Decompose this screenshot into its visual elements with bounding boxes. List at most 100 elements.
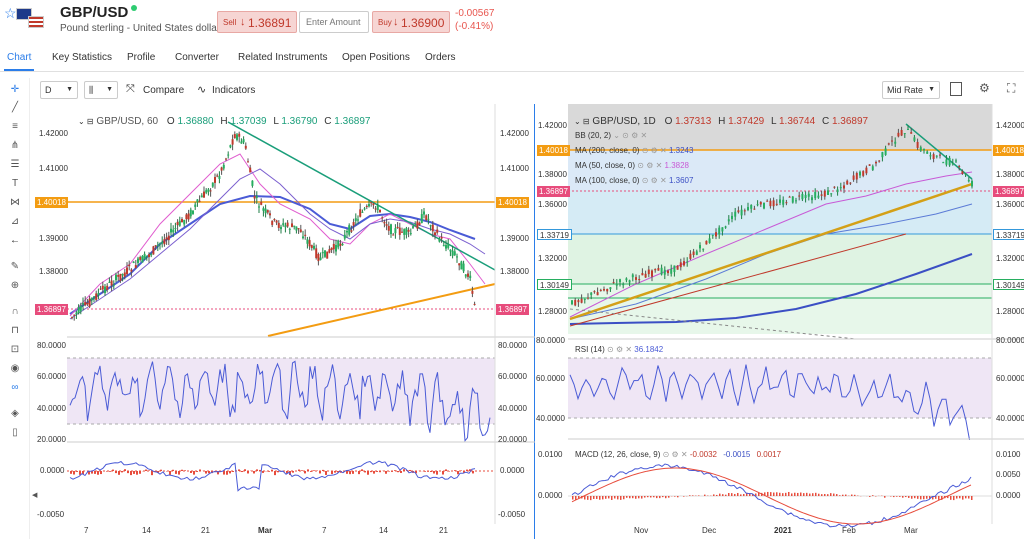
candle-body [628,280,631,283]
left-chart-pane[interactable]: ⌄ ⊟ GBP/USD, 60 O 1.36880 H 1.37039 L 1.… [30,104,535,539]
buy-button[interactable]: Buy ↓ 1.36900 [372,11,450,33]
eye-icon[interactable]: ◉ [10,363,20,374]
pitchfork-icon[interactable]: ⋔ [10,140,20,151]
candle-body [291,223,293,227]
left-legend-c-value: 1.36897 [334,116,371,127]
trash-icon[interactable]: ▯ [12,427,18,438]
text-icon[interactable]: T [11,178,19,189]
candle-body [308,240,311,247]
lock-drawing-icon[interactable]: ⊓ [11,325,19,336]
macd-hist-bar [758,492,760,496]
candle-body [343,234,346,239]
macd-hist-bar [824,493,826,496]
indicator-controls-icon[interactable]: ⊙ ⚙ ✕ [641,146,669,155]
indicator-controls-icon[interactable]: ⊙ ⚙ ✕ [607,345,635,354]
right-trend-orange [569,182,973,321]
macd-hist-bar [653,496,655,498]
indicator-controls-icon[interactable]: ⌄ ⊙ ⚙ ✕ [613,131,648,140]
layers-icon[interactable]: ◈ [11,408,19,419]
candle-body [462,263,465,272]
collapse-icon[interactable]: ⌄ ⊟ [574,117,590,126]
left-ytick-left-3: 1.39000 [39,234,68,243]
candle-body [273,219,276,221]
macd-hist-bar [148,470,150,471]
macd-hist-bar [953,496,955,501]
lock-icon[interactable]: ⊡ [10,344,20,355]
layout-icon[interactable] [950,82,962,96]
candle-body [172,229,175,233]
macd-hist-bar [716,494,718,496]
candle-body [654,269,657,271]
macd-hist-bar [740,494,742,496]
indicators-icon[interactable]: ∿ [197,84,207,96]
candle-body [77,307,80,314]
tab-chart[interactable]: Chart [7,52,32,63]
left-macd-tick-r2: -0.0050 [498,510,526,519]
link-icon[interactable]: ∞ [11,382,19,393]
candle-body [817,195,820,198]
left-rsi-tick-4: 20.0000 [37,435,66,444]
candle-body [277,222,280,228]
zoom-icon[interactable]: ⊕ [10,280,20,291]
macd-hist-bar [466,469,468,471]
tab-related-instruments[interactable]: Related Instruments [238,52,328,63]
tab-key-statistics[interactable]: Key Statistics [52,52,113,63]
indicator-controls-icon[interactable]: ⊙ ⚙ ✕ [641,176,669,185]
candle-body [724,226,727,228]
candle-body [148,254,150,258]
gear-icon[interactable]: ⚙ [979,81,990,95]
indicator-controls-icon[interactable]: ⊙ ⚙ ✕ [662,450,690,459]
candle-body [657,268,660,271]
compare-icon[interactable]: ⤧ [126,83,135,95]
candle-body [759,201,762,205]
pattern-icon[interactable]: ⋈ [10,197,20,208]
left-ytick-right-3: 1.39000 [500,234,529,243]
collapse-pane-icon[interactable]: ◀ [32,492,38,499]
macd-hist-bar [590,496,592,501]
fullscreen-icon[interactable]: ⛶ [1007,81,1016,95]
tab-open-positions[interactable]: Open Positions [342,52,410,63]
chart-type-select[interactable]: ⫼ ▼ [84,81,118,99]
fib-icon[interactable]: ☰ [10,159,20,170]
rate-type-select[interactable]: Mid Rate ▼ [882,81,940,99]
sell-button[interactable]: Sell ↓ 1.36891 [217,11,297,33]
indicators-button[interactable]: Indicators [212,85,256,96]
horizontal-lines-icon[interactable]: ≡ [12,121,18,132]
left-rsi-tick-r1: 80.0000 [498,341,527,350]
candle-body [79,306,82,312]
candle-body [590,292,593,295]
trend-line-icon[interactable]: ╱ [11,102,19,113]
crosshair-icon[interactable]: ✛ [10,84,20,95]
candle-body [150,254,153,256]
interval-select[interactable]: D ▼ [40,81,78,99]
compare-button[interactable]: Compare [143,85,185,96]
macd-hist-bar [106,471,108,472]
star-icon[interactable]: ☆ [4,5,17,21]
candle-body [836,189,839,193]
candle-body [306,239,309,244]
left-ytick-right-1: 1.42000 [500,129,529,138]
collapse-icon[interactable]: ⌄ ⊟ [78,117,94,126]
candle-body [396,226,399,229]
candle-body [766,200,769,202]
candle-body [167,235,170,241]
indicator-controls-icon[interactable]: ⊙ ⚙ ✕ [637,161,665,170]
tab-profile[interactable]: Profile [127,52,156,63]
candle-body [705,240,708,245]
macd-hist-bar [184,470,186,471]
candle-body [434,232,436,235]
candle-body [667,270,669,274]
amount-input[interactable]: Enter Amount [299,11,369,33]
instrument-header: ☆ GBP/USD Pound sterling - United States… [0,0,1024,44]
ruler-icon[interactable]: ✎ [10,261,20,272]
rsi-label: RSI (14) [575,345,605,354]
right-chart-pane[interactable]: ⌄ ⊟ GBP/USD, 1D O 1.37313 H 1.37429 L 1.… [536,104,1024,539]
back-arrow-icon[interactable]: ← [10,235,20,246]
measure-icon[interactable]: ⊿ [10,216,20,227]
magnet-icon[interactable]: ∩ [11,306,19,317]
candle-body [750,205,753,209]
tab-converter[interactable]: Converter [175,52,219,63]
tab-orders[interactable]: Orders [425,52,456,63]
flag-us-icon [28,16,44,28]
right-ytick-left-4: 1.32000 [538,254,567,263]
